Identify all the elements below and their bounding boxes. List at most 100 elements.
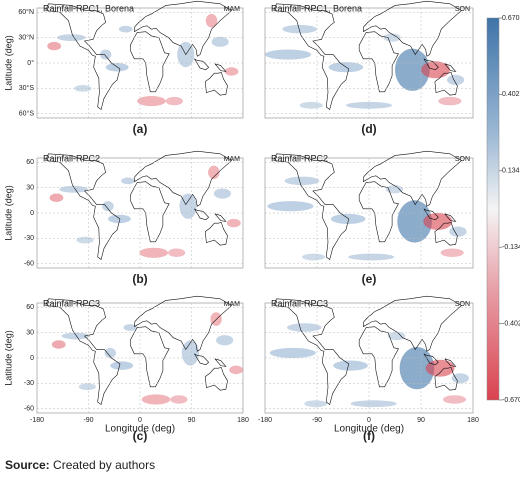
shading — [179, 193, 197, 219]
shading — [388, 331, 406, 341]
coastline — [204, 366, 228, 391]
coastline — [204, 71, 228, 96]
coastline — [194, 208, 210, 221]
shading — [286, 323, 322, 332]
shading — [208, 165, 220, 180]
shading — [229, 365, 243, 375]
colorbar-tick-label: -0.670 — [502, 397, 520, 404]
shading — [121, 177, 135, 185]
y-tick-label: -60 — [24, 406, 34, 413]
panel-season: SON — [455, 301, 470, 308]
shading — [102, 201, 114, 212]
source-caption: Source: Created by authors — [5, 458, 155, 472]
shading — [137, 96, 166, 107]
coastline — [133, 295, 233, 352]
panel-season: MAM — [224, 156, 241, 163]
shading — [299, 101, 323, 109]
colorbar-tick-label: -0.134 — [502, 244, 520, 251]
shading — [216, 335, 234, 346]
shading — [348, 253, 395, 261]
shading — [399, 347, 435, 390]
map-frame — [36, 7, 244, 119]
shading — [333, 360, 368, 371]
y-axis-label: Latitude (deg) — [3, 35, 13, 91]
panel-title: Rainfall-RPC2 — [43, 153, 100, 163]
shading — [123, 324, 138, 331]
x-tick-label: 90 — [417, 417, 425, 424]
shading — [442, 395, 467, 404]
shading — [211, 36, 229, 47]
shading — [383, 33, 401, 42]
shading — [47, 41, 62, 51]
source-text: Created by authors — [53, 458, 155, 472]
shading — [451, 373, 469, 384]
shading — [107, 214, 131, 224]
shading — [265, 49, 312, 60]
y-tick-label: 0 — [30, 355, 34, 362]
x-tick-label: 0 — [367, 417, 371, 424]
map-panel: 60 30 0 -30 -60 -180 -90 0 90 180 Rainfall-RPC3 MAM… — [3, 295, 249, 443]
map-panel: 60 30 0 -30 -60 Rainfall-RPC2 MAM (b) Latitude (… — [3, 150, 244, 286]
panel-season: MAM — [224, 6, 241, 13]
shading — [165, 96, 183, 106]
coastline — [133, 150, 233, 207]
shading — [168, 248, 186, 257]
panel-letter: (b) — [132, 272, 147, 286]
coastline — [194, 58, 210, 71]
panel-letter: (d) — [361, 122, 376, 136]
coastline — [214, 213, 227, 222]
coastline — [204, 221, 228, 246]
shading — [118, 25, 133, 33]
shading — [110, 361, 134, 370]
coastline — [45, 3, 121, 111]
coastline — [362, 0, 462, 57]
shading — [61, 332, 91, 340]
shading — [226, 218, 241, 228]
y-tick-label: 30°N — [18, 33, 34, 41]
x-tick-label: -180 — [258, 417, 272, 424]
coastline — [444, 358, 457, 367]
colorbar-tick-label: 0.670 — [502, 15, 520, 22]
colorbar-tick-label: -0.402 — [502, 320, 520, 327]
map-panel: Rainfall-RPC2 SON (e) — [264, 150, 474, 286]
coastline — [423, 353, 439, 366]
colorbar — [486, 17, 500, 401]
coastline — [133, 0, 233, 57]
y-axis-label: Latitude (deg) — [3, 185, 13, 241]
coastline — [45, 153, 121, 261]
coastline — [423, 58, 439, 71]
coastline — [273, 153, 350, 261]
map-panel: -180 -90 0 90 180 Rainfall-RPC3 SON (f)Longitud… — [258, 295, 479, 443]
coastline — [434, 71, 458, 96]
x-tick-label: 90 — [188, 417, 196, 424]
panel-letter: (a) — [133, 122, 148, 136]
panel-letter: (f) — [363, 429, 375, 443]
y-tick-label: 60 — [26, 159, 34, 166]
shading — [51, 340, 66, 349]
y-axis-label: Latitude (deg) — [3, 330, 13, 386]
coastline — [45, 298, 121, 406]
x-tick-label: 180 — [237, 417, 249, 424]
coastline — [362, 150, 462, 207]
x-tick-label: 0 — [138, 417, 142, 424]
shading — [449, 226, 467, 237]
coastline — [273, 3, 350, 111]
y-tick-label: 60°S — [19, 110, 35, 118]
panel-title: Rainfall-RPC1, Borena — [271, 3, 362, 13]
shading — [78, 383, 96, 391]
shading — [205, 13, 218, 28]
x-tick-label: -90 — [83, 417, 93, 424]
coastline — [273, 298, 350, 406]
shading — [304, 400, 328, 408]
coastline — [214, 63, 227, 72]
coastline — [362, 295, 462, 352]
panel-title: Rainfall-RPC1, Borena — [43, 3, 134, 13]
shading — [267, 201, 314, 212]
y-tick-label: 0 — [30, 210, 34, 217]
shading — [282, 24, 317, 34]
x-axis-label: Longitude (deg) — [105, 424, 175, 435]
y-tick-label: 0° — [27, 59, 34, 67]
shading — [423, 213, 453, 230]
shading — [99, 49, 112, 60]
